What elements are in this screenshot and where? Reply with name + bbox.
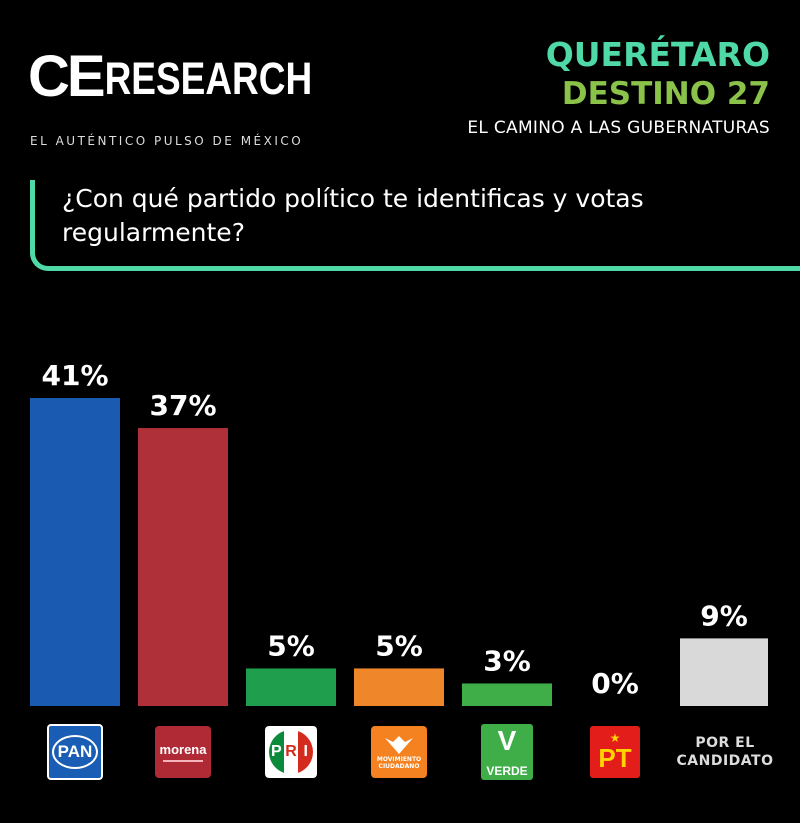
pri-letter-i: I [298, 730, 313, 774]
question-frame [30, 180, 800, 271]
verde-logo-text: VERDE [486, 764, 528, 778]
mc-logo-text: MOVIMIENTO CIUDADANO [376, 756, 422, 770]
candidato-label-line1: POR EL [695, 735, 755, 751]
pt-logo-icon: ★ PT [570, 724, 660, 780]
header-state: QUERÉTARO [545, 35, 770, 74]
star-icon: ★ [609, 731, 621, 745]
bar-value-label-5: 0% [591, 667, 639, 700]
header-subtitle: EL CAMINO A LAS GUBERNATURAS [467, 118, 770, 138]
morena-logo-icon: morena [138, 724, 228, 780]
pt-logo-text: PT [598, 743, 632, 773]
pan-logo-icon: PAN [30, 724, 120, 780]
bar-value-label-6: 9% [700, 599, 748, 632]
pri-logo-icon: P R I [246, 724, 336, 780]
pan-logo-text: PAN [52, 735, 98, 769]
logo-tagline: EL AUTÉNTICO PULSO DE MÉXICO [30, 134, 304, 148]
morena-logo-text: morena [159, 742, 207, 757]
candidato-label: POR EL CANDIDATO [670, 724, 780, 780]
bar-0 [30, 398, 120, 706]
pri-letter-r: R [283, 730, 299, 774]
bar-value-label-3: 5% [375, 629, 423, 662]
bar-4 [462, 683, 552, 706]
logo-ce: CE [28, 44, 106, 109]
verde-logo-icon: V VERDE [462, 724, 552, 780]
mc-logo-icon: MOVIMIENTO CIUDADANO [354, 724, 444, 780]
bar-value-label-2: 5% [267, 629, 315, 662]
pri-letter-p: P [269, 730, 284, 774]
bar-1 [138, 428, 228, 706]
question-text: ¿Con qué partido político te identificas… [62, 184, 644, 247]
bar-value-label-0: 41% [41, 359, 108, 392]
bar-2 [246, 668, 336, 706]
candidato-label-line2: CANDIDATO [676, 753, 774, 769]
eagle-icon [385, 736, 413, 754]
bar-3 [354, 668, 444, 706]
bar-value-label-4: 3% [483, 644, 531, 677]
header-destino: DESTINO 27 [561, 76, 770, 112]
logo-research: RESEARCH [104, 53, 313, 104]
header-titles: QUERÉTARO DESTINO 27 EL CAMINO A LAS GUB… [467, 36, 770, 142]
logo: CE RESEARCH EL AUTÉNTICO PULSO DE MÉXICO [28, 44, 313, 149]
bar-value-label-1: 37% [149, 389, 216, 422]
bar-6 [680, 638, 768, 706]
